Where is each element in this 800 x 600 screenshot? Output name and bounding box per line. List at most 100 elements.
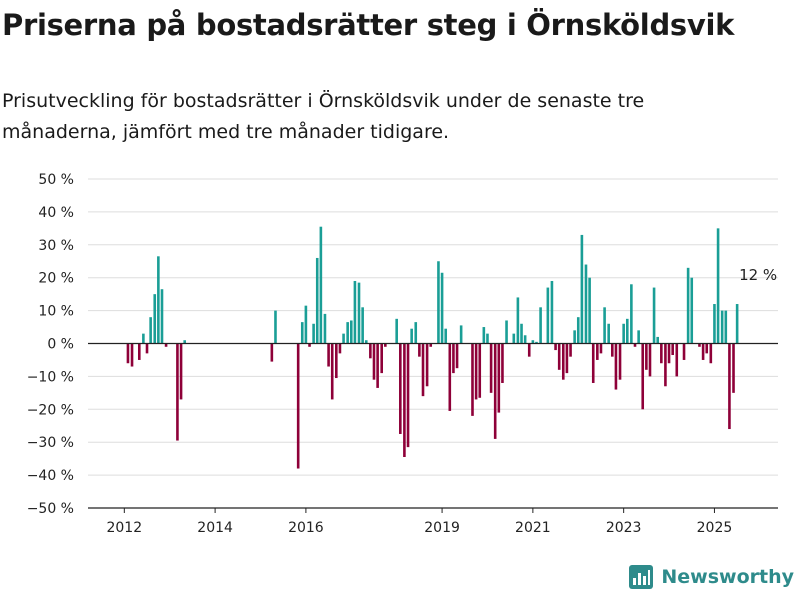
bar xyxy=(701,343,705,360)
bar xyxy=(369,343,372,359)
bar xyxy=(735,304,739,344)
bar xyxy=(440,272,444,344)
bar xyxy=(304,305,308,344)
bar xyxy=(550,280,554,344)
bar xyxy=(664,343,667,387)
y-tick-label: −40 % xyxy=(27,468,74,484)
y-tick-label: −50 % xyxy=(27,501,74,517)
bar xyxy=(501,343,504,383)
bar xyxy=(364,340,368,344)
bar xyxy=(414,322,418,344)
bar xyxy=(372,343,376,380)
y-tick-label: 20 % xyxy=(38,271,74,287)
y-tick-label: 50 % xyxy=(38,172,74,188)
bar xyxy=(573,330,576,344)
bar xyxy=(539,307,542,344)
bar xyxy=(531,340,535,344)
bar xyxy=(512,333,516,344)
y-tick-label: 40 % xyxy=(38,205,74,221)
x-tick-label: 2014 xyxy=(197,520,233,536)
bar xyxy=(357,282,361,344)
bar xyxy=(709,343,713,364)
bar xyxy=(138,343,141,360)
y-tick-label: 0 % xyxy=(47,337,74,353)
bar xyxy=(406,343,410,448)
bar xyxy=(380,343,383,374)
bar xyxy=(505,320,508,344)
bar xyxy=(335,343,338,379)
bar xyxy=(675,343,679,377)
bar xyxy=(716,228,720,344)
bar xyxy=(656,336,659,344)
bar xyxy=(452,343,455,374)
bar xyxy=(633,343,637,347)
x-tick-label: 2023 xyxy=(606,520,642,536)
bar xyxy=(588,277,591,344)
bar xyxy=(471,343,474,416)
bar xyxy=(611,343,614,357)
latest-value-annotation: 12 % xyxy=(739,266,777,284)
bar xyxy=(327,343,330,367)
bar xyxy=(660,343,663,364)
bar xyxy=(474,343,478,400)
bar xyxy=(637,330,640,344)
chart-title: Priserna på bostadsrätter steg i Örnsköl… xyxy=(2,8,735,42)
bar xyxy=(421,343,425,397)
bar xyxy=(705,343,709,354)
bar xyxy=(338,343,342,354)
bar xyxy=(554,343,557,351)
bar xyxy=(648,343,652,377)
bar xyxy=(179,343,183,400)
bar xyxy=(603,307,606,344)
bar xyxy=(349,320,353,344)
bar xyxy=(607,323,610,344)
bar xyxy=(724,310,728,344)
x-tick-label: 2025 xyxy=(697,520,733,536)
bar xyxy=(652,287,656,344)
bar xyxy=(482,327,486,344)
y-axis-ticks: 50 % 40 % 30 % 20 % 10 % 0 % −10 % −20 % −30 % −4… xyxy=(27,172,74,517)
bar xyxy=(728,343,731,430)
bar xyxy=(142,333,145,344)
bar xyxy=(682,343,686,360)
bar xyxy=(425,343,429,387)
bar xyxy=(584,264,588,344)
bar xyxy=(126,343,130,364)
bar xyxy=(569,343,572,357)
y-tick-label: 10 % xyxy=(38,304,74,320)
bar xyxy=(516,297,520,344)
bar xyxy=(732,343,735,393)
bar xyxy=(323,313,327,344)
bar xyxy=(376,343,379,388)
newsworthy-logo: Newsworthy xyxy=(628,564,794,590)
bar xyxy=(523,335,527,344)
bar xyxy=(713,304,716,344)
y-tick-label: −10 % xyxy=(27,369,74,385)
bar xyxy=(720,310,724,344)
bar xyxy=(384,343,387,347)
grid-lines xyxy=(88,178,778,509)
bar xyxy=(667,343,671,364)
x-tick-label: 2019 xyxy=(424,520,460,536)
y-tick-label: −30 % xyxy=(27,435,74,451)
bar xyxy=(418,343,421,357)
bar xyxy=(630,284,633,344)
bar xyxy=(622,323,625,344)
bar xyxy=(618,343,622,380)
bar xyxy=(455,343,459,369)
bar xyxy=(489,343,493,393)
bar xyxy=(145,343,149,354)
bar xyxy=(403,343,406,457)
bar xyxy=(535,341,538,344)
bar xyxy=(686,267,690,344)
bar xyxy=(160,289,164,344)
x-tick-label: 2021 xyxy=(515,520,551,536)
brand-name: Newsworthy xyxy=(661,566,794,588)
x-axis-ticks: 2012 2014 2016 2019 2021 2023 2025 xyxy=(106,508,732,536)
y-tick-label: −20 % xyxy=(27,402,74,418)
bar xyxy=(346,322,349,344)
bar xyxy=(164,343,168,347)
bar xyxy=(274,310,277,344)
bar xyxy=(353,280,357,344)
bar xyxy=(565,343,569,374)
